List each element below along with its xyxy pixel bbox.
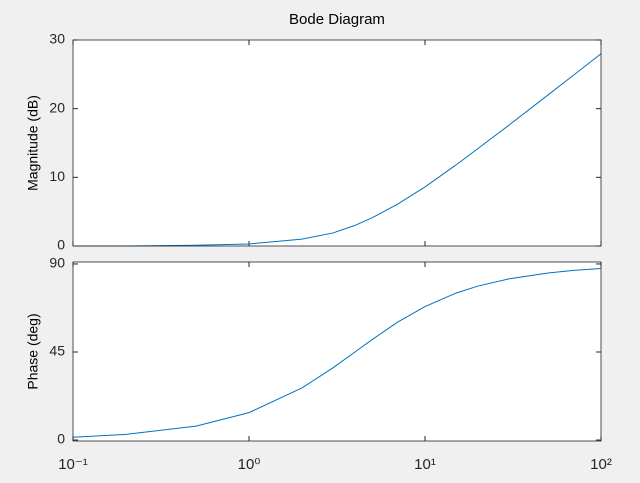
y-tick-label: 45: [49, 343, 65, 359]
y-axis-label: Phase (deg): [25, 313, 41, 389]
y-tick-label: 0: [57, 431, 65, 447]
y-axis-label: Magnitude (dB): [25, 95, 41, 191]
y-tick-label: 90: [49, 255, 65, 271]
x-tick-label: 10⁰: [238, 456, 261, 473]
y-tick-label: 10: [49, 168, 65, 184]
plot-frame: [72, 39, 602, 247]
chart-title: Bode Diagram: [289, 11, 385, 28]
y-tick-label: 0: [57, 237, 65, 253]
y-tick-label: 20: [49, 99, 65, 115]
x-tick-label: 10¹: [414, 456, 436, 473]
line: [72, 267, 602, 438]
x-tick-label: 10²: [590, 456, 612, 473]
x-tick-label: 10⁻¹: [58, 456, 88, 473]
line: [73, 53, 602, 247]
y-tick-label: 30: [49, 31, 65, 47]
plot-area: [73, 40, 601, 246]
plot-frame: [72, 261, 602, 442]
plot-area: [73, 262, 601, 441]
x-axis-label: Frequency (rad/s): [278, 481, 396, 483]
